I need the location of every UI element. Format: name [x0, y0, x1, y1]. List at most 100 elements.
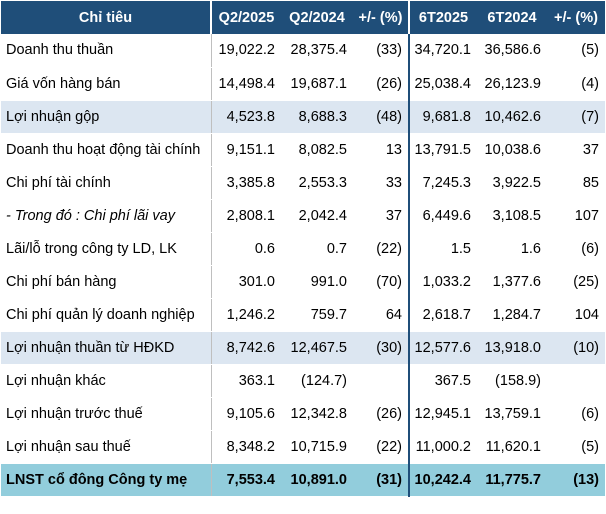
value-6t2024-cell: 11,620.1 — [477, 430, 547, 464]
change-quarter-cell: (30) — [353, 331, 410, 365]
table-row: Doanh thu thuần 19,022.2 28,375.4 (33) 34,72… — [1, 34, 605, 68]
header-cell-6t2024: 6T2024 — [477, 1, 547, 34]
value-q2-2024-cell: 19,687.1 — [281, 67, 353, 101]
value-q2-2024-cell: 12,342.8 — [281, 397, 353, 431]
value-6t2025-cell: 1.5 — [409, 232, 477, 266]
value-6t2025-cell: 25,038.4 — [409, 67, 477, 101]
value-q2-2024-cell: 0.7 — [281, 232, 353, 266]
change-quarter-cell: 13 — [353, 133, 410, 167]
header-cell-change-half-year: +/- (%) — [547, 1, 605, 34]
value-q2-2025-cell: 8,742.6 — [211, 331, 281, 365]
value-6t2024-cell: 13,759.1 — [477, 397, 547, 431]
table-row: Lợi nhuận trước thuế 9,105.6 12,342.8 (26) 1… — [1, 397, 605, 431]
change-quarter-cell: (33) — [353, 34, 410, 68]
value-q2-2025-cell: 1,246.2 — [211, 298, 281, 332]
change-half-year-cell: (25) — [547, 265, 605, 299]
header-cell-change-quarter: +/- (%) — [353, 1, 410, 34]
change-quarter-cell: 37 — [353, 199, 410, 233]
value-q2-2025-cell: 7,553.4 — [211, 463, 281, 497]
change-quarter-cell: (22) — [353, 430, 410, 464]
value-q2-2025-cell: 19,022.2 — [211, 34, 281, 68]
change-half-year-cell: 85 — [547, 166, 605, 200]
change-quarter-cell: (70) — [353, 265, 410, 299]
value-6t2025-cell: 2,618.7 — [409, 298, 477, 332]
change-quarter-cell: (26) — [353, 397, 410, 431]
table-row: Lợi nhuận khác 363.1 (124.7) 367.5 (158.9) — [1, 364, 605, 398]
value-6t2024-cell: 10,462.6 — [477, 100, 547, 134]
value-6t2024-cell: 3,108.5 — [477, 199, 547, 233]
change-half-year-cell: 104 — [547, 298, 605, 332]
row-label: Chi phí bán hàng — [1, 265, 212, 299]
row-label: Chi phí tài chính — [1, 166, 212, 200]
header-cell-6t2025: 6T2025 — [409, 1, 477, 34]
row-label: Lợi nhuận thuần từ HĐKD — [1, 331, 212, 365]
value-6t2024-cell: 13,918.0 — [477, 331, 547, 365]
change-quarter-cell: (22) — [353, 232, 410, 266]
value-6t2025-cell: 34,720.1 — [409, 34, 477, 68]
value-q2-2024-cell: 2,042.4 — [281, 199, 353, 233]
row-label: Giá vốn hàng bán — [1, 67, 212, 101]
value-6t2024-cell: (158.9) — [477, 364, 547, 398]
table-row: Chi phí tài chính 3,385.8 2,553.3 33 7,245.3… — [1, 166, 605, 200]
value-q2-2024-cell: 10,715.9 — [281, 430, 353, 464]
table-body: Doanh thu thuần 19,022.2 28,375.4 (33) 34,72… — [1, 34, 605, 497]
table-row: Lợi nhuận gộp 4,523.8 8,688.3 (48) 9,681.8 10… — [1, 100, 605, 134]
table-row: Lợi nhuận thuần từ HĐKD 8,742.6 12,467.5 (3… — [1, 331, 605, 365]
value-6t2024-cell: 1.6 — [477, 232, 547, 266]
row-label: Doanh thu thuần — [1, 34, 212, 68]
value-q2-2024-cell: 10,891.0 — [281, 463, 353, 497]
value-6t2025-cell: 7,245.3 — [409, 166, 477, 200]
value-6t2024-cell: 10,038.6 — [477, 133, 547, 167]
value-q2-2024-cell: (124.7) — [281, 364, 353, 398]
header-row: Chỉ tiêu Q2/2025 Q2/2024 +/- (%) 6T2025 … — [1, 1, 605, 34]
row-label: Lãi/lỗ trong công ty LD, LK — [1, 232, 212, 266]
table-row: Lợi nhuận sau thuế 8,348.2 10,715.9 (22) 11,… — [1, 430, 605, 464]
value-q2-2025-cell: 363.1 — [211, 364, 281, 398]
value-q2-2024-cell: 759.7 — [281, 298, 353, 332]
value-6t2025-cell: 12,577.6 — [409, 331, 477, 365]
change-half-year-cell: (5) — [547, 34, 605, 68]
change-half-year-cell: (4) — [547, 67, 605, 101]
value-6t2025-cell: 1,033.2 — [409, 265, 477, 299]
table-row: Chi phí bán hàng 301.0 991.0 (70) 1,033.2 1,3… — [1, 265, 605, 299]
value-6t2025-cell: 12,945.1 — [409, 397, 477, 431]
value-6t2025-cell: 6,449.6 — [409, 199, 477, 233]
value-q2-2025-cell: 9,105.6 — [211, 397, 281, 431]
change-half-year-cell: 107 — [547, 199, 605, 233]
value-6t2025-cell: 11,000.2 — [409, 430, 477, 464]
value-6t2025-cell: 367.5 — [409, 364, 477, 398]
change-half-year-cell: (7) — [547, 100, 605, 134]
value-q2-2024-cell: 28,375.4 — [281, 34, 353, 68]
value-q2-2024-cell: 991.0 — [281, 265, 353, 299]
change-quarter-cell: (26) — [353, 67, 410, 101]
value-6t2024-cell: 1,284.7 — [477, 298, 547, 332]
row-label: Chi phí quản lý doanh nghiệp — [1, 298, 212, 332]
value-q2-2025-cell: 14,498.4 — [211, 67, 281, 101]
value-6t2025-cell: 10,242.4 — [409, 463, 477, 497]
value-q2-2025-cell: 4,523.8 — [211, 100, 281, 134]
value-q2-2024-cell: 2,553.3 — [281, 166, 353, 200]
change-quarter-cell: 64 — [353, 298, 410, 332]
change-half-year-cell: (5) — [547, 430, 605, 464]
row-label: - Trong đó : Chi phí lãi vay — [1, 199, 212, 233]
value-6t2025-cell: 13,791.5 — [409, 133, 477, 167]
value-q2-2025-cell: 3,385.8 — [211, 166, 281, 200]
value-6t2024-cell: 11,775.7 — [477, 463, 547, 497]
row-label: Lợi nhuận gộp — [1, 100, 212, 134]
row-label: Doanh thu hoạt động tài chính — [1, 133, 212, 167]
row-label: LNST cổ đông Công ty mẹ — [1, 463, 212, 497]
value-q2-2025-cell: 2,808.1 — [211, 199, 281, 233]
change-half-year-cell: (6) — [547, 397, 605, 431]
change-half-year-cell: (6) — [547, 232, 605, 266]
header-cell-q2-2024: Q2/2024 — [281, 1, 353, 34]
table-row: Chi phí quản lý doanh nghiệp 1,246.2 759.7… — [1, 298, 605, 332]
table-row: Doanh thu hoạt động tài chính 9,151.1 8,08… — [1, 133, 605, 167]
value-q2-2024-cell: 12,467.5 — [281, 331, 353, 365]
value-6t2024-cell: 1,377.6 — [477, 265, 547, 299]
row-label: Lợi nhuận sau thuế — [1, 430, 212, 464]
value-q2-2025-cell: 8,348.2 — [211, 430, 281, 464]
change-half-year-cell: (13) — [547, 463, 605, 497]
table-row: Lãi/lỗ trong công ty LD, LK 0.6 0.7 (22) 1.5… — [1, 232, 605, 266]
table-row: Giá vốn hàng bán 14,498.4 19,687.1 (26) 25,0… — [1, 67, 605, 101]
change-quarter-cell — [353, 364, 410, 398]
